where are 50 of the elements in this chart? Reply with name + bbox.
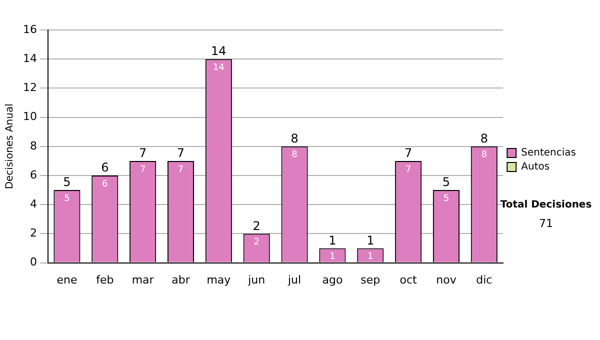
data-label: 5 [64,194,70,204]
data-label: 1 [330,252,336,262]
y-tick-label: 14 [22,52,37,65]
legend-label: Sentencias [521,148,576,159]
data-label: 14 [212,62,225,73]
data-label: 2 [254,238,260,248]
y-tick-label: 0 [30,256,37,269]
x-tick-label: jul [286,273,302,286]
legend-label: Autos [521,162,550,173]
x-tick-label: jun [247,273,266,286]
x-tick-label: ago [322,273,343,286]
x-tick-label: nov [436,273,457,286]
total-label: 8 [290,132,298,146]
text: 71 [539,216,553,230]
x-tick-label: dic [476,273,492,286]
x-tick-label: abr [172,273,190,286]
x-tick-label: ene [56,273,78,286]
y-tick-label: 8 [30,139,37,152]
total-label: 5 [442,175,450,190]
total-label: 1 [366,233,374,248]
data-label: 6 [102,179,108,190]
total-label: 14 [211,44,226,58]
y-axis-title: Decisiones Anual [4,104,16,190]
total-label: 2 [252,218,260,233]
x-tick-label: oct [400,273,418,286]
x-tick-label: mar [132,273,154,286]
annotation: Total Decisiones [500,200,592,211]
data-label: 7 [405,164,412,175]
y-tick-label: 10 [22,110,37,124]
total-label: 5 [63,175,71,190]
data-label: 8 [292,150,298,160]
y-tick-label: 4 [30,197,37,210]
data-label: 7 [178,164,184,175]
total-label: 6 [101,160,109,175]
total-label: 1 [328,233,336,248]
total-label: 7 [139,146,147,160]
total-label: 7 [404,146,412,160]
x-tick-label: sep [360,273,380,286]
x-tick-label: feb [96,273,114,286]
data-label: 5 [443,194,450,204]
data-label: 1 [368,252,374,262]
y-tick-label: 6 [30,168,37,182]
y-tick-label: 12 [22,81,37,94]
y-tick-label: 2 [30,226,37,240]
data-label: 8 [481,150,488,160]
x-tick-label: may [206,273,232,286]
total-label: 7 [176,146,185,160]
data-label: 7 [140,164,146,175]
total-label: 8 [480,132,488,146]
y-tick-label: 16 [22,22,37,36]
